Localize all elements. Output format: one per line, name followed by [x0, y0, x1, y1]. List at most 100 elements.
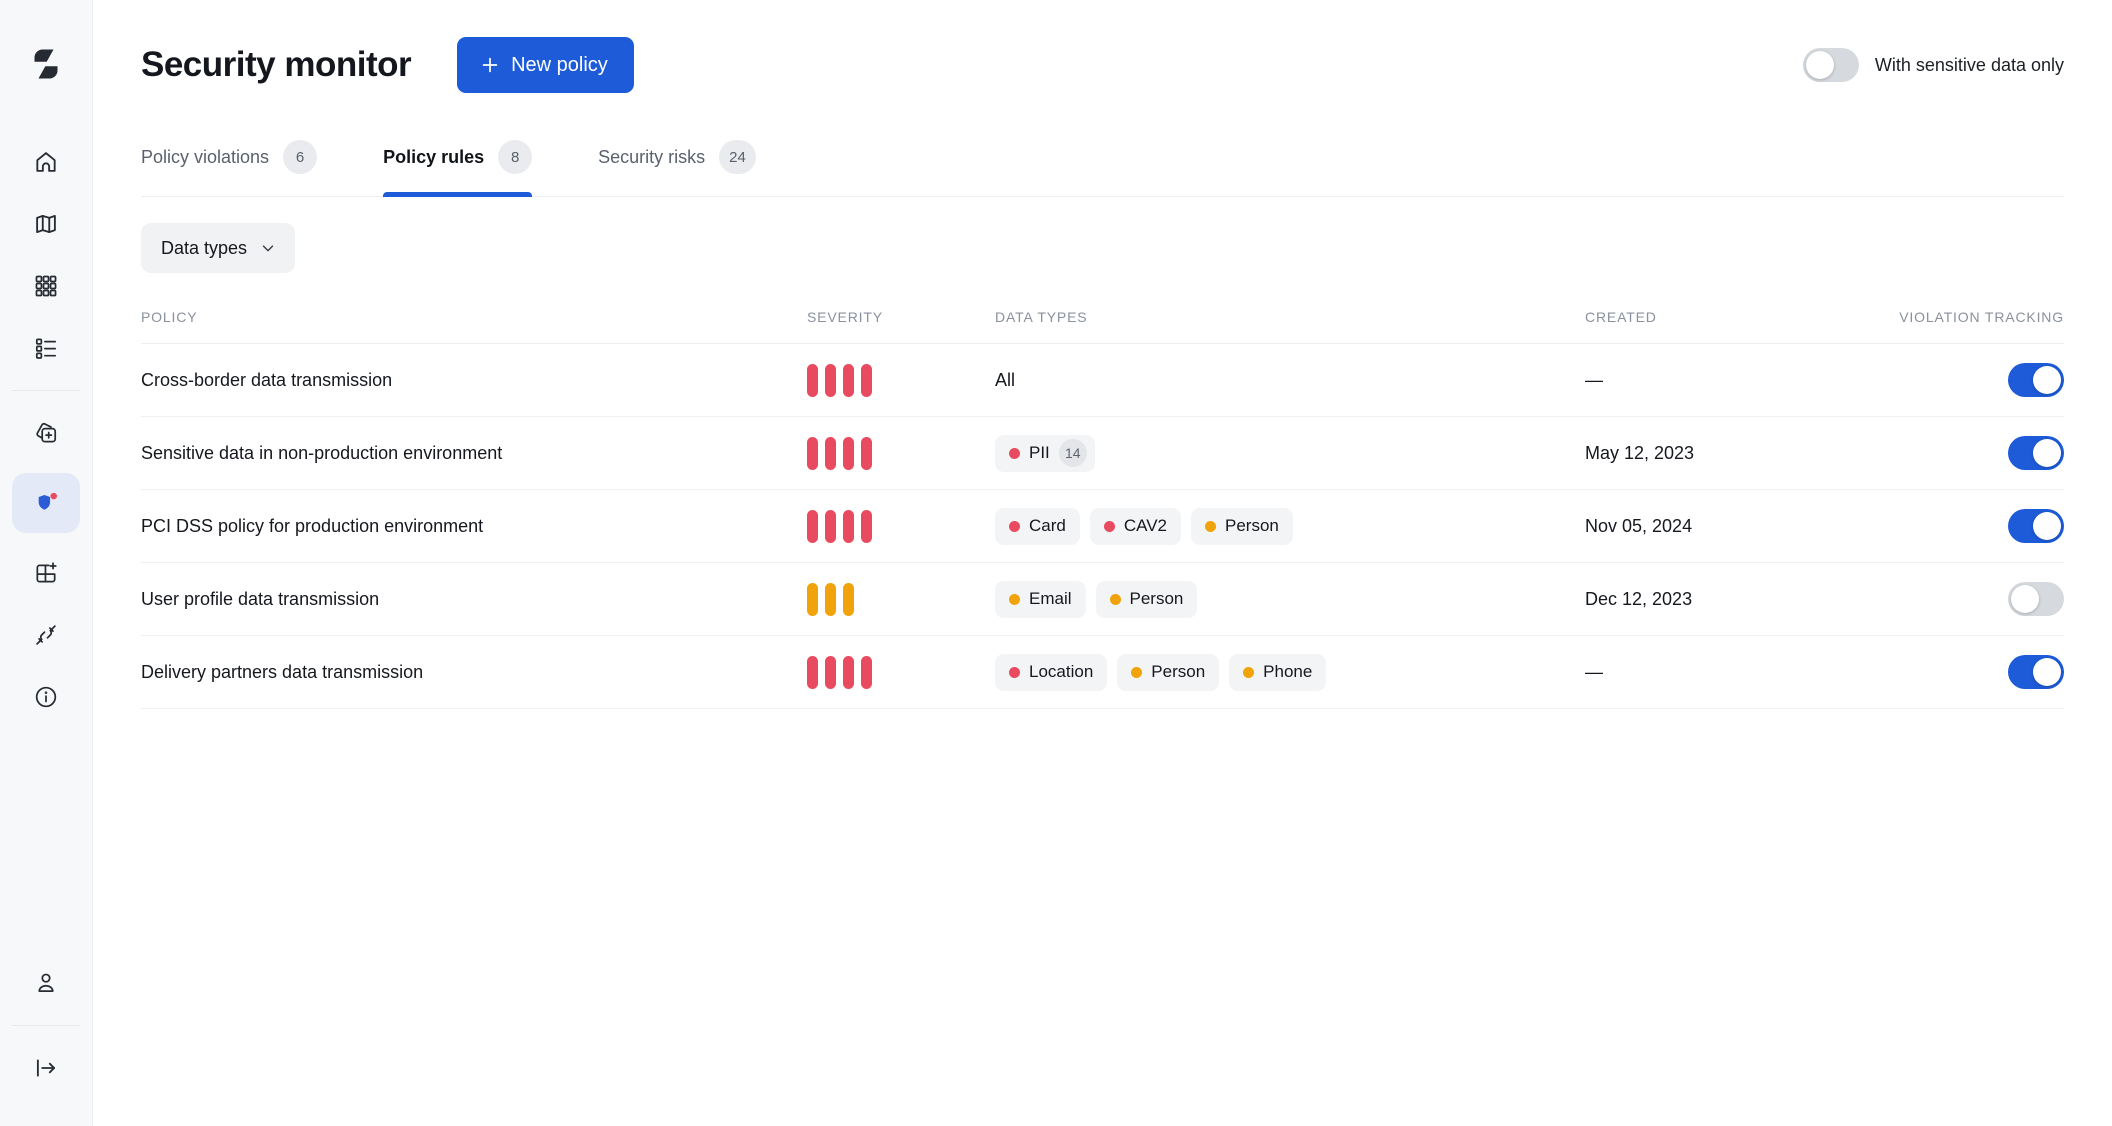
- data-types-filter-label: Data types: [161, 237, 248, 258]
- severity-indicator: [807, 509, 995, 543]
- severity-bar: [843, 436, 854, 470]
- tab-policy-violations[interactable]: Policy violations 6: [141, 140, 318, 196]
- severity-bar: [807, 509, 818, 543]
- map-icon: [36, 214, 56, 234]
- plug-icon: [36, 625, 56, 645]
- toggle-knob: [2033, 366, 2061, 394]
- tab-label: Policy rules: [383, 146, 485, 167]
- sidebar-item-integrations[interactable]: [12, 613, 80, 657]
- policy-name: User profile data transmission: [141, 588, 380, 609]
- table-header: POLICY SEVERITY DATA TYPES CREATED VIOLA…: [141, 309, 2064, 344]
- policy-name: Sensitive data in non-production environ…: [141, 442, 503, 463]
- data-types-cell: PII 14: [995, 434, 1585, 472]
- tab-policy-rules[interactable]: Policy rules 8: [383, 140, 533, 197]
- severity-bar: [807, 582, 818, 616]
- data-types-cell: Email Person: [995, 580, 1585, 618]
- severity-bar: [843, 582, 854, 616]
- sidebar-item-grid-add[interactable]: [12, 551, 80, 595]
- data-type-dot: [1009, 593, 1020, 605]
- sidebar-item-logout[interactable]: [12, 1046, 80, 1090]
- severity-indicator: [807, 582, 995, 616]
- column-header-violation-tracking: VIOLATION TRACKING: [1899, 309, 2064, 325]
- violation-tracking-toggle[interactable]: [2008, 436, 2064, 470]
- toggle-knob: [2011, 585, 2039, 613]
- created-date: Dec 12, 2023: [1585, 588, 1693, 609]
- user-icon: [38, 973, 54, 992]
- chevron-down-icon: [262, 245, 274, 252]
- data-types-cell: Location Person Phone: [995, 653, 1585, 691]
- sidebar: [0, 0, 93, 1126]
- severity-bar: [825, 655, 836, 689]
- filter-row: Data types: [141, 223, 2064, 273]
- policy-name: PCI DSS policy for production environmen…: [141, 515, 484, 536]
- data-type-label: Person: [1225, 516, 1279, 535]
- tab-bar: Policy violations 6 Policy rules 8 Security …: [141, 140, 2064, 197]
- data-type-badge[interactable]: Person: [1095, 580, 1198, 618]
- apps-grid-icon: [35, 275, 57, 297]
- sensitive-data-toggle[interactable]: [1802, 48, 1859, 82]
- table-row[interactable]: User profile data transmission Email Perso…: [141, 563, 2064, 636]
- data-types-filter-button[interactable]: Data types: [141, 223, 296, 273]
- data-type-badge[interactable]: CAV2: [1089, 507, 1182, 545]
- toggle-knob: [2033, 658, 2061, 686]
- severity-bar: [825, 436, 836, 470]
- tab-security-risks[interactable]: Security risks 24: [598, 140, 756, 196]
- violation-tracking-toggle[interactable]: [2008, 509, 2064, 543]
- severity-bar: [861, 655, 872, 689]
- column-header-severity: SEVERITY: [807, 309, 883, 325]
- data-type-label: PII: [1029, 443, 1050, 462]
- sidebar-item-copy-add[interactable]: [12, 411, 80, 455]
- table-row[interactable]: PCI DSS policy for production environmen…: [141, 490, 2064, 563]
- column-header-data-types: DATA TYPES: [995, 309, 1088, 325]
- data-type-badge[interactable]: Location: [995, 653, 1108, 691]
- sidebar-item-apps[interactable]: [12, 264, 80, 308]
- created-date: —: [1585, 369, 1603, 390]
- sidebar-divider: [12, 390, 80, 391]
- data-type-dot: [1009, 447, 1020, 459]
- data-type-badge[interactable]: Person: [1117, 653, 1220, 691]
- data-type-badge[interactable]: Card: [995, 507, 1080, 545]
- data-type-badge[interactable]: Email: [995, 580, 1086, 618]
- home-icon: [36, 152, 56, 172]
- data-type-badge[interactable]: PII 14: [995, 434, 1095, 472]
- violation-tracking-toggle[interactable]: [2008, 655, 2064, 689]
- data-type-label: Phone: [1263, 662, 1313, 681]
- table-row[interactable]: Delivery partners data transmission Locat…: [141, 636, 2064, 709]
- created-date: —: [1585, 661, 1603, 682]
- severity-bar: [861, 509, 872, 543]
- sidebar-item-profile[interactable]: [12, 961, 80, 1005]
- data-type-label: CAV2: [1123, 516, 1168, 535]
- policy-rules-table: POLICY SEVERITY DATA TYPES CREATED VIOLA…: [141, 309, 2064, 709]
- sidebar-nav: [0, 140, 92, 719]
- new-policy-button[interactable]: New policy: [457, 37, 634, 93]
- toggle-knob: [2033, 512, 2061, 540]
- toggle-knob: [2033, 439, 2061, 467]
- sidebar-item-info[interactable]: [12, 675, 80, 719]
- policy-name: Delivery partners data transmission: [141, 661, 424, 682]
- data-type-badge[interactable]: Person: [1191, 507, 1293, 545]
- data-type-label: Location: [1029, 662, 1094, 681]
- severity-indicator: [807, 363, 995, 397]
- shield-icon: [38, 492, 57, 510]
- logout-icon: [36, 1059, 56, 1077]
- data-type-dot: [1131, 666, 1143, 678]
- tab-count-badge: 24: [719, 140, 756, 174]
- data-type-label: Card: [1029, 516, 1066, 535]
- data-type-label: Person: [1151, 662, 1206, 681]
- violation-tracking-toggle[interactable]: [2008, 582, 2064, 616]
- table-row[interactable]: Cross-border data transmission All —: [141, 344, 2064, 417]
- sidebar-item-map[interactable]: [12, 202, 80, 246]
- table-row[interactable]: Sensitive data in non-production environ…: [141, 417, 2064, 490]
- sidebar-item-home[interactable]: [12, 140, 80, 184]
- sidebar-item-tasks[interactable]: [12, 326, 80, 370]
- sidebar-item-security[interactable]: [12, 473, 80, 533]
- app-logo[interactable]: [22, 40, 70, 88]
- info-icon: [35, 686, 57, 708]
- data-types-cell: Card CAV2 Person: [995, 507, 1585, 545]
- severity-bar: [825, 582, 836, 616]
- data-type-dot: [1243, 666, 1255, 678]
- data-type-badge[interactable]: Phone: [1229, 653, 1327, 691]
- severity-bar: [825, 509, 836, 543]
- violation-tracking-toggle[interactable]: [2008, 363, 2064, 397]
- logo-icon: [34, 49, 58, 79]
